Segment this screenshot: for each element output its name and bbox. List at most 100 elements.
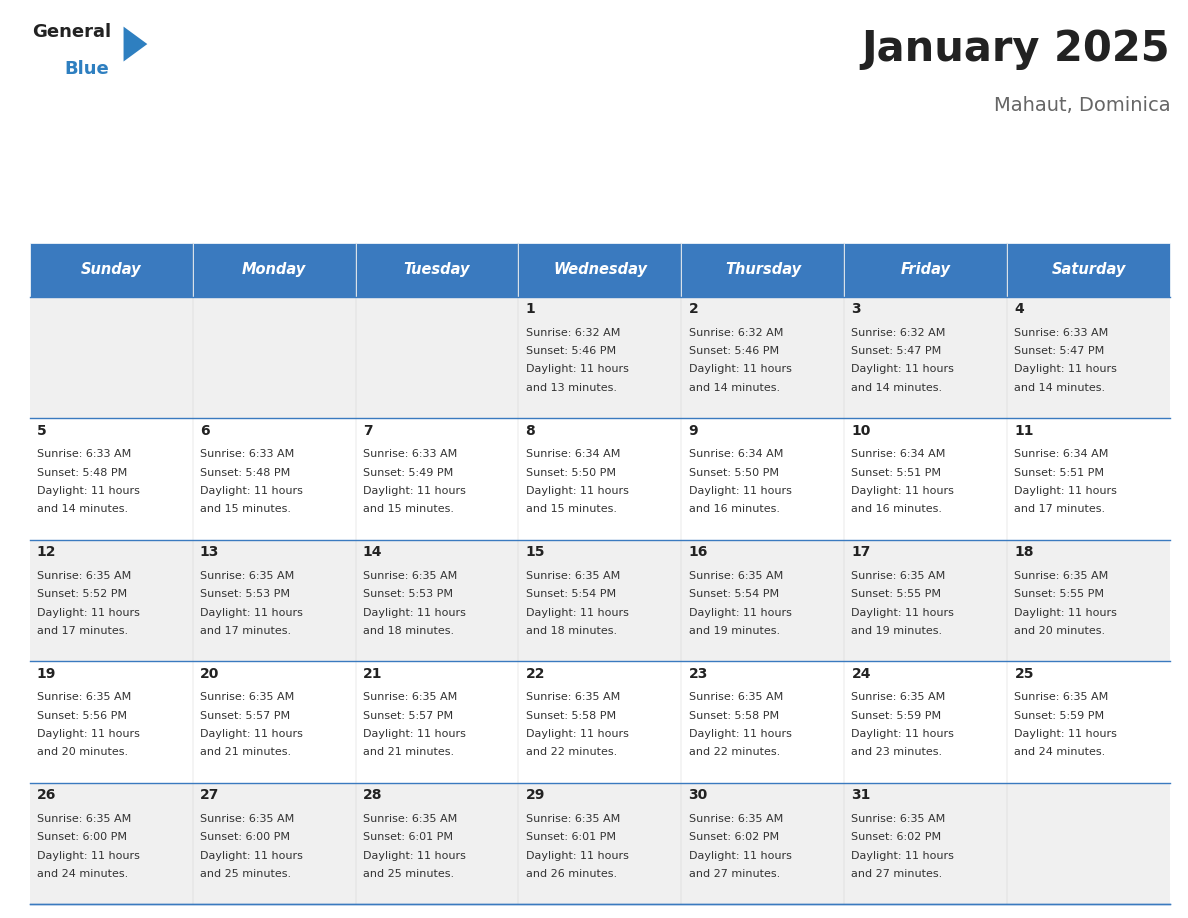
Text: Sunrise: 6:35 AM: Sunrise: 6:35 AM [200,814,293,823]
Text: Sunrise: 6:35 AM: Sunrise: 6:35 AM [689,571,783,581]
Text: and 24 minutes.: and 24 minutes. [37,869,128,879]
Bar [845,418,1007,540]
Text: and 25 minutes.: and 25 minutes. [200,869,291,879]
Text: 23: 23 [689,666,708,680]
Text: Sunset: 5:55 PM: Sunset: 5:55 PM [1015,589,1105,599]
Text: Sunrise: 6:34 AM: Sunrise: 6:34 AM [852,449,946,459]
Text: Sunrise: 6:35 AM: Sunrise: 6:35 AM [689,814,783,823]
Text: Sunrise: 6:35 AM: Sunrise: 6:35 AM [37,814,131,823]
Text: Sunset: 5:50 PM: Sunset: 5:50 PM [525,467,615,477]
Text: Sunset: 5:49 PM: Sunset: 5:49 PM [362,467,453,477]
Bar [192,661,355,783]
Text: Sunset: 6:00 PM: Sunset: 6:00 PM [37,833,127,842]
Text: Thursday: Thursday [725,263,801,277]
Text: Sunset: 5:47 PM: Sunset: 5:47 PM [1015,346,1105,356]
Bar [355,297,518,418]
Text: Daylight: 11 hours: Daylight: 11 hours [525,608,628,618]
Bar [355,783,518,904]
Text: Blue: Blue [64,60,109,78]
Text: and 17 minutes.: and 17 minutes. [37,626,128,636]
Text: Friday: Friday [901,263,950,277]
Text: 8: 8 [525,423,536,438]
Text: Sunrise: 6:35 AM: Sunrise: 6:35 AM [1015,692,1108,702]
Bar [30,540,192,661]
Text: 9: 9 [689,423,699,438]
Text: Sunset: 5:54 PM: Sunset: 5:54 PM [689,589,778,599]
Text: 7: 7 [362,423,372,438]
Text: Sunrise: 6:35 AM: Sunrise: 6:35 AM [852,571,946,581]
Text: Sunrise: 6:35 AM: Sunrise: 6:35 AM [525,692,620,702]
Bar [355,418,518,540]
Bar [30,243,192,297]
Text: Sunset: 5:54 PM: Sunset: 5:54 PM [525,589,615,599]
Bar [682,243,845,297]
Text: Daylight: 11 hours: Daylight: 11 hours [362,486,466,496]
Text: Sunrise: 6:35 AM: Sunrise: 6:35 AM [37,571,131,581]
Text: Sunrise: 6:32 AM: Sunrise: 6:32 AM [852,328,946,338]
Text: Daylight: 11 hours: Daylight: 11 hours [37,486,140,496]
Text: Daylight: 11 hours: Daylight: 11 hours [200,486,303,496]
Text: 26: 26 [37,789,56,802]
Text: Sunset: 5:53 PM: Sunset: 5:53 PM [200,589,290,599]
Text: Sunset: 5:52 PM: Sunset: 5:52 PM [37,589,127,599]
Text: Sunset: 5:50 PM: Sunset: 5:50 PM [689,467,778,477]
Text: 15: 15 [525,545,545,559]
Bar [30,418,192,540]
Text: Daylight: 11 hours: Daylight: 11 hours [362,851,466,860]
Text: 13: 13 [200,545,219,559]
Text: and 20 minutes.: and 20 minutes. [1015,626,1106,636]
Text: Daylight: 11 hours: Daylight: 11 hours [852,729,954,739]
Bar [1007,540,1170,661]
Text: 11: 11 [1015,423,1034,438]
Text: Daylight: 11 hours: Daylight: 11 hours [525,364,628,375]
Bar [518,243,682,297]
Bar [845,661,1007,783]
Text: Daylight: 11 hours: Daylight: 11 hours [689,486,791,496]
Text: Sunset: 5:51 PM: Sunset: 5:51 PM [1015,467,1105,477]
Text: Daylight: 11 hours: Daylight: 11 hours [37,729,140,739]
Bar [682,540,845,661]
Text: Sunrise: 6:35 AM: Sunrise: 6:35 AM [362,571,457,581]
Bar [845,783,1007,904]
Bar [518,661,682,783]
Text: Sunset: 5:58 PM: Sunset: 5:58 PM [525,711,615,721]
Text: and 15 minutes.: and 15 minutes. [200,504,291,514]
Text: 12: 12 [37,545,56,559]
Text: Sunrise: 6:35 AM: Sunrise: 6:35 AM [37,692,131,702]
Text: Sunset: 6:00 PM: Sunset: 6:00 PM [200,833,290,842]
Text: Sunday: Sunday [81,263,141,277]
Text: Daylight: 11 hours: Daylight: 11 hours [525,729,628,739]
Text: Sunrise: 6:33 AM: Sunrise: 6:33 AM [1015,328,1108,338]
Text: 31: 31 [852,789,871,802]
Text: and 22 minutes.: and 22 minutes. [525,747,617,757]
Text: and 21 minutes.: and 21 minutes. [200,747,291,757]
Text: Sunset: 5:47 PM: Sunset: 5:47 PM [852,346,942,356]
Bar [355,243,518,297]
Text: Sunset: 5:48 PM: Sunset: 5:48 PM [200,467,290,477]
Text: and 27 minutes.: and 27 minutes. [852,869,943,879]
Text: Sunset: 5:55 PM: Sunset: 5:55 PM [852,589,941,599]
Bar [1007,418,1170,540]
Bar [1007,243,1170,297]
Text: Sunset: 6:02 PM: Sunset: 6:02 PM [852,833,942,842]
Polygon shape [124,27,147,62]
Text: Sunrise: 6:35 AM: Sunrise: 6:35 AM [200,692,293,702]
Text: Daylight: 11 hours: Daylight: 11 hours [1015,608,1117,618]
Text: and 16 minutes.: and 16 minutes. [852,504,942,514]
Text: Sunset: 5:57 PM: Sunset: 5:57 PM [362,711,453,721]
Text: 10: 10 [852,423,871,438]
Bar [192,418,355,540]
Text: January 2025: January 2025 [861,28,1170,70]
Text: Sunset: 6:01 PM: Sunset: 6:01 PM [362,833,453,842]
Text: 14: 14 [362,545,383,559]
Bar [845,540,1007,661]
Text: and 14 minutes.: and 14 minutes. [37,504,128,514]
Text: Sunrise: 6:33 AM: Sunrise: 6:33 AM [362,449,457,459]
Text: 25: 25 [1015,666,1034,680]
Bar [682,297,845,418]
Bar [30,783,192,904]
Text: General: General [32,23,112,41]
Bar [845,297,1007,418]
Text: Monday: Monday [242,263,307,277]
Text: and 21 minutes.: and 21 minutes. [362,747,454,757]
